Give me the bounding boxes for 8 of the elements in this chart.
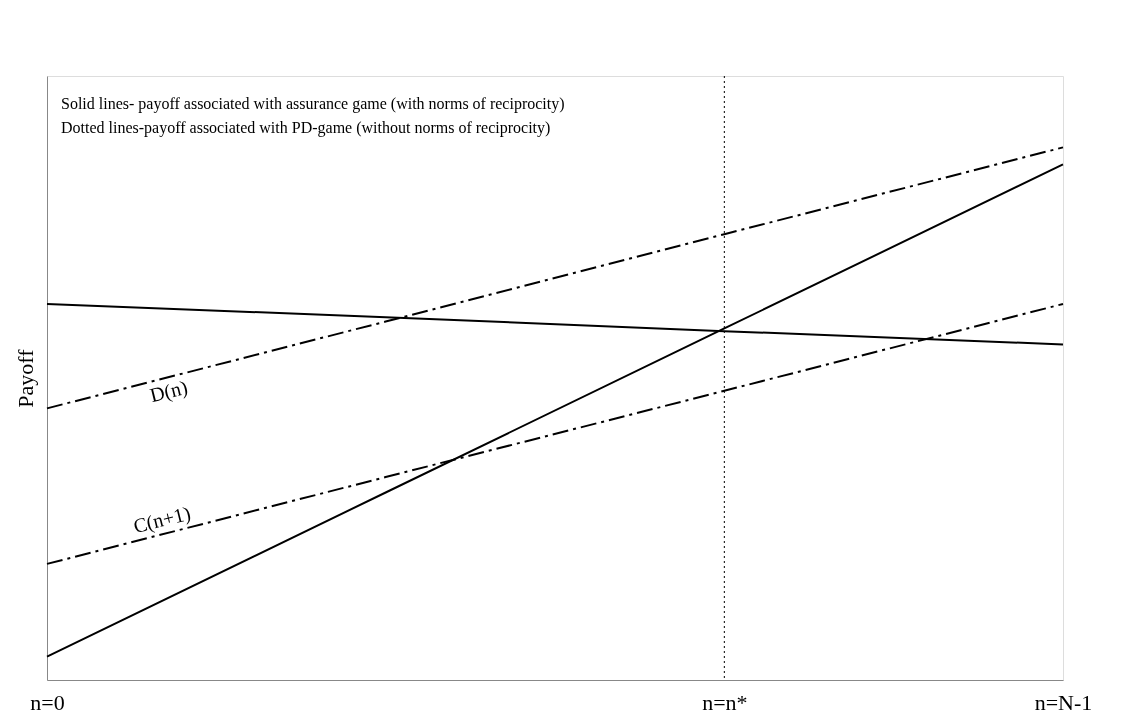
x-tick-label: n=n*	[702, 689, 748, 715]
x-tick-label: n=0	[30, 689, 65, 715]
text: C(n+1)	[131, 501, 193, 539]
text: Solid lines- payoff associated with assurance game (with norms of reciprocity)	[61, 95, 565, 113]
text: Dotted lines-payoff associated with PD-game (without norms of reciprocity)	[61, 119, 551, 137]
y-axis-title: Payoff	[12, 348, 38, 408]
text: D(n)	[147, 375, 190, 408]
x-tick-label: n=N-1	[1034, 689, 1093, 715]
